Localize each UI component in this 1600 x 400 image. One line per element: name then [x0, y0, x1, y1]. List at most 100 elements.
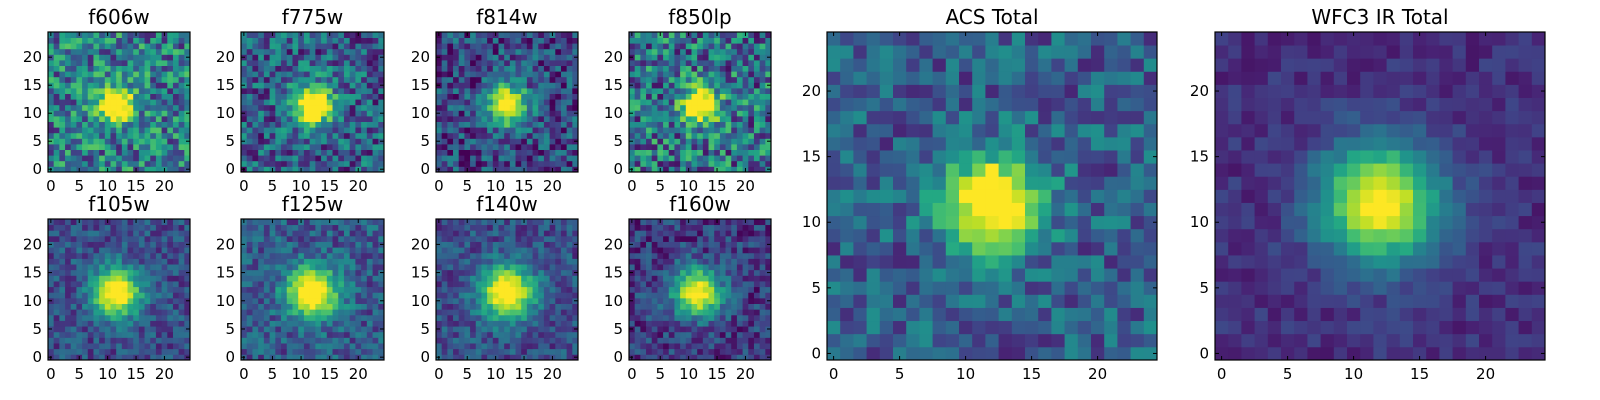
heatmap-cell	[521, 241, 528, 248]
heatmap-cell	[99, 258, 106, 265]
heatmap-cell	[326, 252, 333, 259]
heatmap-cell	[543, 219, 550, 226]
x-tick-label: 15	[126, 177, 145, 195]
heatmap-cell	[53, 320, 60, 327]
heatmap-cell	[93, 88, 100, 94]
heatmap-cell	[487, 110, 494, 117]
heatmap-cell	[172, 132, 180, 139]
heatmap-cell	[286, 297, 293, 304]
heatmap-cell	[269, 343, 276, 350]
heatmap-cell	[753, 348, 761, 355]
heatmap-cell	[172, 82, 180, 89]
heatmap-cell	[372, 309, 379, 316]
heatmap-cell	[441, 230, 448, 237]
heatmap-cell	[736, 32, 743, 38]
heatmap-cell	[651, 65, 658, 72]
heatmap-cells	[436, 219, 579, 361]
heatmap-cell	[241, 303, 248, 310]
heatmap-cell	[178, 247, 185, 254]
heatmap-cell	[436, 343, 443, 350]
heatmap-cell	[538, 297, 545, 304]
heatmap-cell	[361, 160, 368, 167]
heatmap-cell	[543, 160, 550, 167]
heatmap-cell	[93, 337, 100, 344]
heatmap-cell	[65, 326, 72, 333]
heatmap-cell	[753, 297, 761, 304]
heatmap-cell	[560, 314, 568, 321]
heatmap-cell	[361, 275, 368, 282]
heatmap-cell	[110, 37, 117, 44]
heatmap-cell	[321, 264, 328, 271]
heatmap-cell	[543, 230, 550, 237]
heatmap-cell	[104, 138, 111, 145]
heatmap-cell	[53, 281, 60, 288]
heatmap-cell	[315, 292, 322, 299]
heatmap-cell	[161, 343, 168, 350]
heatmap-cell	[640, 71, 647, 78]
heatmap-cell	[714, 99, 721, 106]
heatmap-cell	[498, 48, 505, 55]
heatmap-cell	[321, 241, 328, 248]
heatmap-cell	[275, 224, 282, 231]
heatmap-cell	[697, 292, 704, 299]
heatmap-cell	[504, 281, 511, 288]
heatmap-cell	[281, 264, 288, 271]
heatmap-cell	[150, 60, 157, 66]
heatmap-cell	[184, 116, 191, 122]
heatmap-cell	[167, 121, 174, 128]
heatmap-cell	[150, 247, 157, 254]
heatmap-cell	[663, 149, 670, 156]
heatmap-cell	[372, 99, 379, 106]
heatmap-cell	[509, 343, 516, 350]
heatmap-cell	[59, 149, 66, 156]
heatmap-cell	[708, 320, 715, 327]
heatmap-cell	[121, 348, 128, 355]
heatmap-cell	[76, 43, 83, 50]
heatmap-cell	[702, 138, 709, 145]
heatmap-cell	[674, 303, 681, 310]
heatmap-cell	[509, 71, 516, 78]
heatmap-cell	[736, 43, 743, 50]
heatmap-cell	[447, 269, 454, 276]
heatmap-cell	[549, 269, 556, 276]
heatmap-cell	[748, 48, 755, 55]
heatmap-cell	[116, 235, 123, 242]
heatmap-cell	[167, 286, 174, 293]
heatmap-cell	[178, 54, 185, 61]
heatmap-cell	[742, 160, 749, 167]
heatmap-cell	[263, 65, 270, 72]
heatmap-cell	[144, 43, 151, 50]
heatmap-cell	[543, 331, 550, 338]
heatmap-cell	[48, 230, 55, 237]
heatmap-cell	[543, 110, 550, 117]
heatmap-cell	[366, 331, 373, 338]
heatmap-cell	[281, 76, 288, 83]
heatmap-cell	[150, 127, 157, 134]
heatmap-cell	[59, 138, 66, 145]
heatmap-cell	[515, 71, 522, 78]
heatmap-cell	[281, 65, 288, 72]
heatmap-cell	[76, 160, 83, 167]
heatmap-cell	[184, 303, 191, 310]
heatmap-cell	[292, 219, 299, 226]
heatmap-cell	[714, 144, 721, 150]
heatmap-cell	[144, 144, 151, 150]
heatmap-cell	[70, 354, 77, 361]
heatmap-cell	[309, 224, 316, 231]
heatmap-cell	[138, 144, 145, 150]
x-tick-label: 10	[98, 365, 117, 383]
heatmap-cell	[133, 88, 140, 94]
heatmap-cell	[549, 155, 556, 162]
heatmap-cell	[447, 32, 454, 38]
heatmap-cell	[332, 138, 339, 145]
heatmap-cell	[663, 303, 670, 310]
heatmap-cell	[150, 275, 157, 282]
heatmap-cell	[629, 144, 636, 150]
heatmap-cell	[93, 99, 100, 106]
heatmap-cell	[538, 127, 545, 134]
heatmap-cell	[759, 314, 766, 321]
heatmap-cell	[355, 331, 362, 338]
heatmap-cell	[521, 37, 528, 44]
heatmap-cell	[93, 219, 100, 226]
heatmap-cell	[343, 104, 351, 111]
